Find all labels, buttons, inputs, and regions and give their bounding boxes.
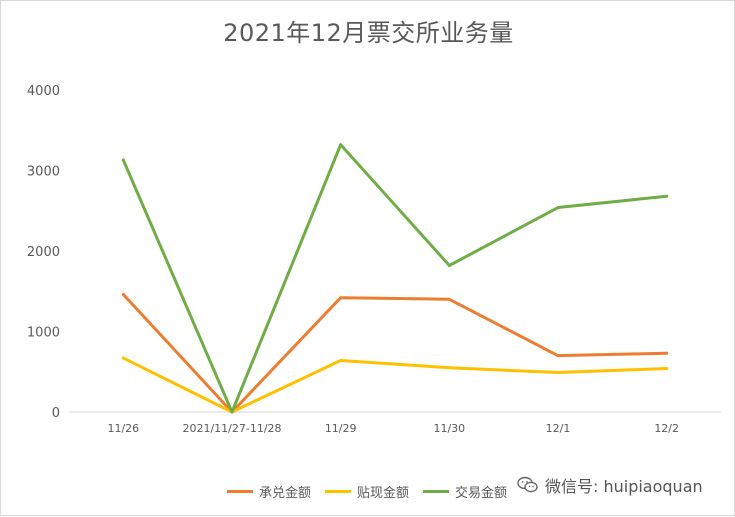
legend-label: 贴现金额	[357, 486, 410, 501]
x-tick-label: 11/30	[433, 422, 465, 435]
data-point	[556, 371, 560, 375]
legend-item: 贴现金额	[325, 482, 409, 501]
watermark-text: 微信号: huipiaoquan	[545, 477, 703, 496]
x-tick-label: 12/1	[546, 422, 571, 435]
data-point	[121, 158, 125, 162]
x-tick-label: 11/29	[325, 422, 357, 435]
data-point	[665, 351, 669, 355]
data-point	[447, 263, 451, 267]
series-line	[121, 143, 669, 414]
legend-swatch	[423, 490, 450, 493]
x-tick-label: 11/26	[107, 422, 139, 435]
data-point	[339, 296, 343, 300]
data-point	[556, 354, 560, 358]
data-point	[339, 143, 343, 147]
y-tick-label: 4000	[27, 84, 60, 99]
legend-swatch	[325, 490, 352, 493]
data-point	[447, 297, 451, 301]
chart-legend: 承兑金额 贴现金额 交易金额	[227, 482, 507, 501]
x-tick-label: 2021/11/27-11/28	[182, 422, 281, 435]
data-point	[121, 292, 125, 296]
y-tick-label: 2000	[27, 245, 60, 260]
legend-item: 承兑金额	[227, 482, 311, 501]
watermark: 微信号: huipiaoquan	[513, 471, 707, 499]
data-point	[665, 194, 669, 198]
legend-label: 交易金额	[455, 486, 508, 501]
y-tick-label: 0	[52, 406, 60, 421]
data-point	[121, 356, 125, 360]
data-point	[665, 367, 669, 371]
legend-swatch	[227, 490, 253, 493]
legend-label: 承兑金额	[259, 486, 312, 501]
wechat-icon	[517, 476, 538, 493]
x-tick-label: 12/2	[654, 422, 679, 435]
series-line	[121, 292, 669, 414]
y-tick-label: 3000	[27, 165, 60, 180]
legend-item: 交易金额	[423, 482, 507, 501]
series-line	[121, 356, 669, 414]
y-tick-label: 1000	[27, 326, 60, 341]
data-point	[447, 366, 451, 370]
data-point	[339, 358, 343, 362]
data-point	[230, 410, 234, 414]
data-point	[556, 206, 560, 210]
chart-title: 2021年12月票交所业务量	[223, 19, 514, 47]
